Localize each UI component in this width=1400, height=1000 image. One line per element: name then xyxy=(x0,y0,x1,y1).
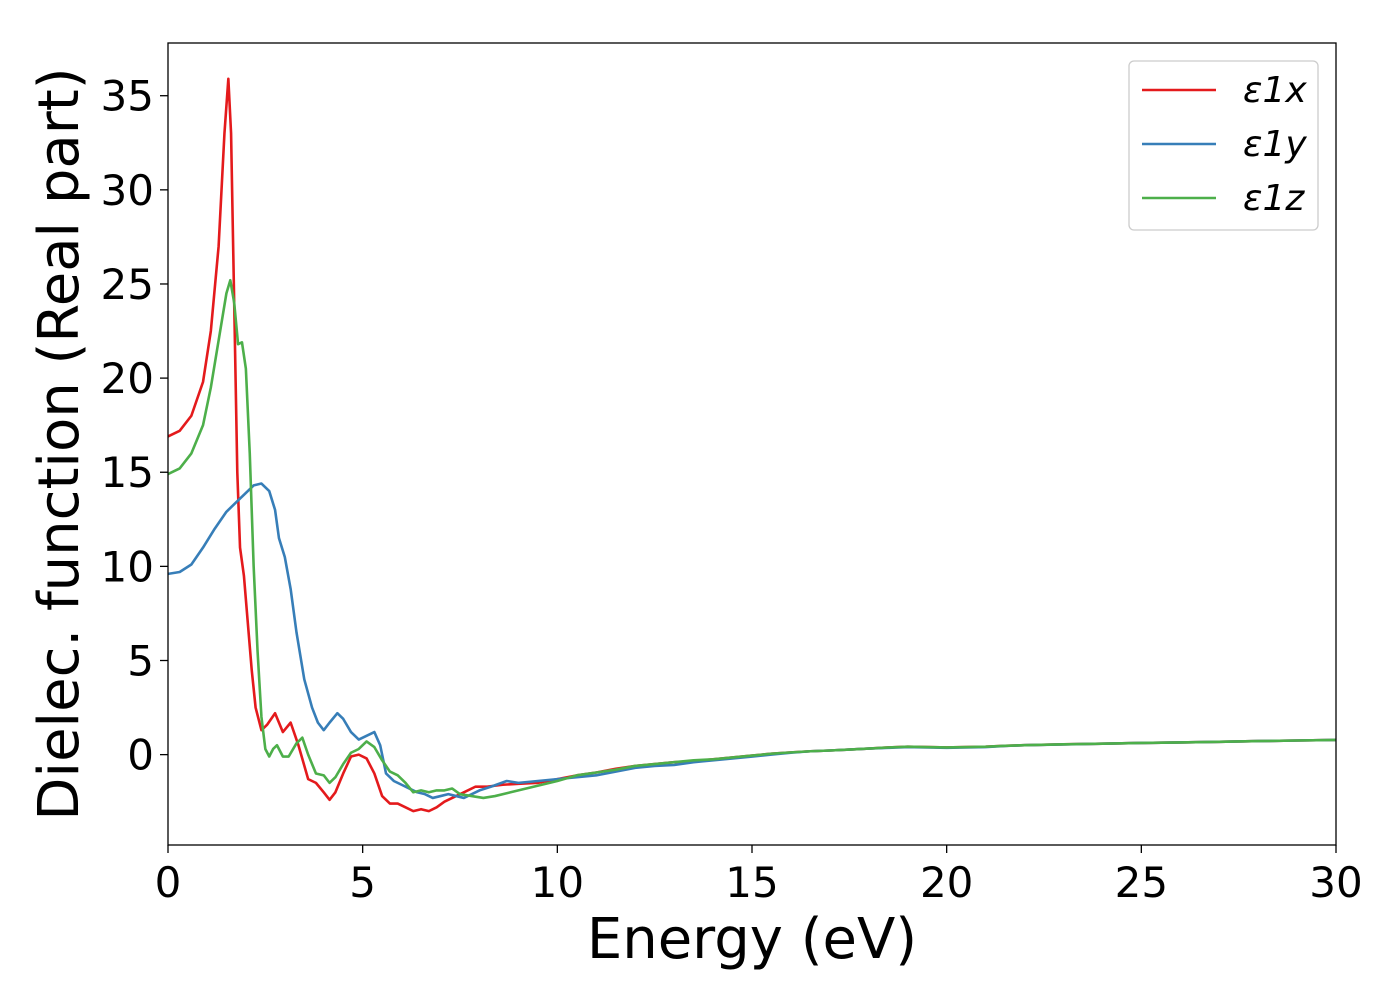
x-tick-label: 5 xyxy=(349,858,376,907)
y-tick-label: 15 xyxy=(101,448,154,497)
legend: ε1x ε1y ε1z xyxy=(1128,60,1319,231)
legend-label-2: ε1y xyxy=(1243,124,1307,165)
x-tick-label: 10 xyxy=(531,858,584,907)
series-line-3 xyxy=(168,278,1336,800)
x-tick-label: 15 xyxy=(725,858,778,907)
x-tick-label: 25 xyxy=(1115,858,1168,907)
y-axis-label: Dielec. function (Real part) xyxy=(27,67,92,820)
x-tick-label: 30 xyxy=(1309,858,1362,907)
x-axis-label: Energy (eV) xyxy=(587,907,917,972)
y-tick-label: 30 xyxy=(101,166,154,215)
series-layer xyxy=(168,77,1336,813)
y-tick-label: 35 xyxy=(101,72,154,121)
legend-label-1: ε1x xyxy=(1243,70,1307,111)
y-tick-label: 20 xyxy=(101,354,154,403)
y-tick-label: 5 xyxy=(127,637,154,686)
x-axis: 0 5 10 15 20 25 30 xyxy=(155,845,1363,907)
x-tick-label: 20 xyxy=(920,858,973,907)
legend-label-3: ε1z xyxy=(1243,178,1305,219)
y-tick-label: 10 xyxy=(101,542,154,591)
y-axis: 0 5 10 15 20 25 30 35 xyxy=(101,72,168,780)
y-tick-label: 25 xyxy=(101,260,154,309)
x-tick-label: 0 xyxy=(155,858,182,907)
legend-box xyxy=(1128,60,1319,231)
y-tick-label: 0 xyxy=(127,731,154,780)
